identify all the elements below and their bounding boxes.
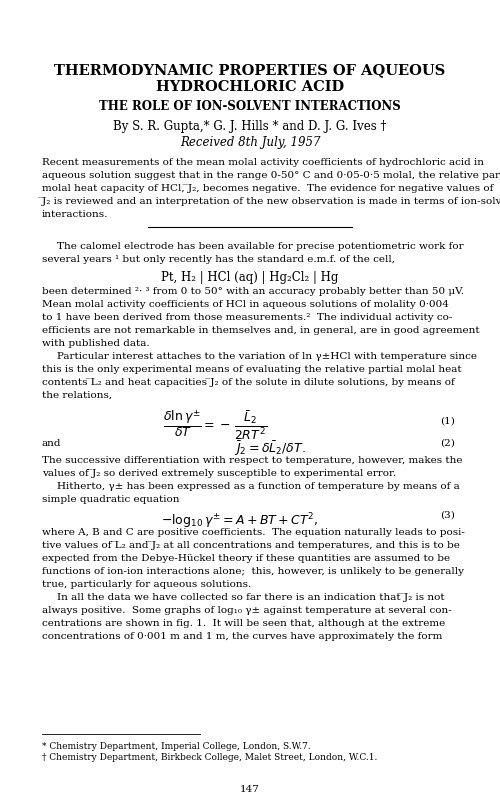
- Text: Recent measurements of the mean molal activity coefficients of hydrochloric acid: Recent measurements of the mean molal ac…: [42, 158, 484, 167]
- Text: (3): (3): [440, 511, 455, 520]
- Text: * Chemistry Department, Imperial College, London, S.W.7.: * Chemistry Department, Imperial College…: [42, 741, 311, 750]
- Text: ̅J₂ is reviewed and an interpretation of the new observation is made in terms of: ̅J₂ is reviewed and an interpretation of…: [42, 197, 500, 206]
- Text: $\bar{J}_2 = \delta\bar{L}_2/\delta T.$: $\bar{J}_2 = \delta\bar{L}_2/\delta T.$: [234, 438, 306, 457]
- Text: $\dfrac{\delta \ln \gamma^{\pm}}{\delta T} = -\,\dfrac{\bar{L}_2}{2RT^2}$: $\dfrac{\delta \ln \gamma^{\pm}}{\delta …: [163, 409, 267, 442]
- Text: THE ROLE OF ION-SOLVENT INTERACTIONS: THE ROLE OF ION-SOLVENT INTERACTIONS: [99, 100, 401, 113]
- Text: this is the only experimental means of evaluating the relative partial molal hea: this is the only experimental means of e…: [42, 365, 462, 373]
- Text: and: and: [42, 438, 62, 447]
- Text: THERMODYNAMIC PROPERTIES OF AQUEOUS: THERMODYNAMIC PROPERTIES OF AQUEOUS: [54, 63, 446, 77]
- Text: Particular interest attaches to the variation of ln γ±HCl with temperature since: Particular interest attaches to the vari…: [57, 352, 477, 361]
- Text: By S. R. Gupta,* G. J. Hills * and D. J. G. Ives †: By S. R. Gupta,* G. J. Hills * and D. J.…: [114, 120, 386, 132]
- Text: with published data.: with published data.: [42, 339, 150, 348]
- Text: where A, B and C are positive coefficients.  The equation naturally leads to pos: where A, B and C are positive coefficien…: [42, 528, 465, 536]
- Text: values of ̅J₂ so derived extremely susceptible to experimental error.: values of ̅J₂ so derived extremely susce…: [42, 468, 396, 478]
- Text: Received 8th July, 1957: Received 8th July, 1957: [180, 136, 320, 149]
- Text: 147: 147: [240, 784, 260, 793]
- Text: † Chemistry Department, Birkbeck College, Malet Street, London, W.C.1.: † Chemistry Department, Birkbeck College…: [42, 752, 378, 761]
- Text: $-\log_{10}\gamma^{\pm} = A + BT + CT^2,$: $-\log_{10}\gamma^{\pm} = A + BT + CT^2,…: [162, 511, 318, 530]
- Text: concentrations of 0·001 m and 1 m, the curves have approximately the form: concentrations of 0·001 m and 1 m, the c…: [42, 631, 442, 640]
- Text: contents ̅L₂ and heat capacities ̅J₂ of the solute in dilute solutions, by means: contents ̅L₂ and heat capacities ̅J₂ of …: [42, 377, 455, 386]
- Text: molal heat capacity of HCl, ̅J₂, becomes negative.  The evidence for negative va: molal heat capacity of HCl, ̅J₂, becomes…: [42, 184, 494, 193]
- Text: (2): (2): [440, 438, 455, 447]
- Text: the relations,: the relations,: [42, 390, 112, 400]
- Text: The calomel electrode has been available for precise potentiometric work for: The calomel electrode has been available…: [57, 242, 464, 251]
- Text: efficients are not remarkable in themselves and, in general, are in good agreeme: efficients are not remarkable in themsel…: [42, 325, 480, 335]
- Text: interactions.: interactions.: [42, 210, 108, 218]
- Text: several years ¹ but only recently has the standard e.m.f. of the cell,: several years ¹ but only recently has th…: [42, 255, 395, 263]
- Text: simple quadratic equation: simple quadratic equation: [42, 495, 179, 503]
- Text: true, particularly for aqueous solutions.: true, particularly for aqueous solutions…: [42, 579, 252, 589]
- Text: Pt, H₂ | HCl (aq) | Hg₂Cl₂ | Hg: Pt, H₂ | HCl (aq) | Hg₂Cl₂ | Hg: [162, 271, 338, 283]
- Text: Mean molal activity coefficients of HCl in aqueous solutions of molality 0·004: Mean molal activity coefficients of HCl …: [42, 300, 449, 308]
- Text: functions of ion-ion interactions alone;  this, however, is unlikely to be gener: functions of ion-ion interactions alone;…: [42, 566, 464, 575]
- Text: (1): (1): [440, 417, 455, 426]
- Text: tive values of ̅L₂ and ̅J₂ at all concentrations and temperatures, and this is t: tive values of ̅L₂ and ̅J₂ at all concen…: [42, 540, 460, 549]
- Text: In all the data we have collected so far there is an indication that ̅J₂ is not: In all the data we have collected so far…: [57, 593, 444, 601]
- Text: centrations are shown in fig. 1.  It will be seen that, although at the extreme: centrations are shown in fig. 1. It will…: [42, 618, 446, 627]
- Text: expected from the Debye-Hückel theory if these quantities are assumed to be: expected from the Debye-Hückel theory if…: [42, 553, 450, 562]
- Text: always positive.  Some graphs of log₁₀ γ± against temperature at several con-: always positive. Some graphs of log₁₀ γ±…: [42, 605, 452, 614]
- Text: aqueous solution suggest that in the range 0-50° C and 0·05-0·5 molal, the relat: aqueous solution suggest that in the ran…: [42, 171, 500, 180]
- Text: HYDROCHLORIC ACID: HYDROCHLORIC ACID: [156, 80, 344, 94]
- Text: to 1 have been derived from those measurements.²  The individual activity co-: to 1 have been derived from those measur…: [42, 312, 453, 321]
- Text: The successive differentiation with respect to temperature, however, makes the: The successive differentiation with resp…: [42, 455, 463, 464]
- Text: been determined ²· ³ from 0 to 50° with an accuracy probably better than 50 μV.: been determined ²· ³ from 0 to 50° with …: [42, 287, 464, 296]
- Text: Hitherto, γ± has been expressed as a function of temperature by means of a: Hitherto, γ± has been expressed as a fun…: [57, 482, 460, 491]
